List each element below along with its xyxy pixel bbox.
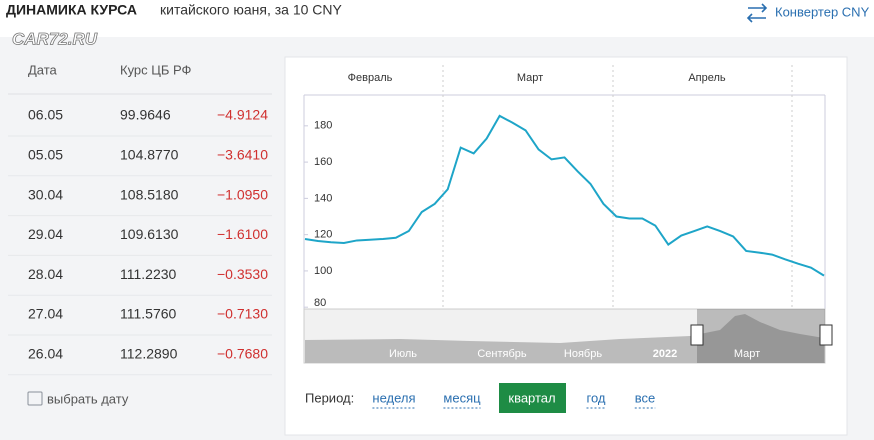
month-dividers <box>442 65 793 309</box>
navigator-label: Ноябрь <box>564 348 602 360</box>
date-cell: 26.04 <box>28 346 63 362</box>
rate-cell: 111.2230 <box>120 266 177 282</box>
y-tick-label: 160 <box>314 156 332 168</box>
date-cell: 06.05 <box>28 107 63 123</box>
date-cell: 30.04 <box>28 186 63 202</box>
rate-cell: 108.5180 <box>120 186 179 202</box>
navigator-label: Март <box>734 348 760 360</box>
month-label: Февраль <box>348 72 393 84</box>
active-period-bg[interactable] <box>499 383 566 413</box>
rate-cell: 111.5760 <box>120 306 177 322</box>
converter-icon[interactable] <box>746 3 768 23</box>
chart-card <box>284 56 848 436</box>
converter-link[interactable]: Конвертер CNY <box>775 4 870 19</box>
rate-line <box>304 114 825 277</box>
rate-cell: 109.6130 <box>120 226 179 242</box>
rate-cell: 104.8770 <box>120 147 179 163</box>
y-tick-label: 100 <box>314 265 332 277</box>
y-tick-label: 180 <box>314 120 332 132</box>
change-cell: −0.7680 <box>217 346 268 362</box>
month-label: Март <box>517 72 543 84</box>
date-cell: 05.05 <box>28 147 63 163</box>
period-option[interactable]: месяц <box>443 390 481 405</box>
change-cell: −1.6100 <box>217 226 268 242</box>
title-rest: китайского юаня, за 10 CNY <box>160 2 343 18</box>
period-option[interactable]: все <box>635 390 656 405</box>
change-cell: −3.6410 <box>217 147 268 163</box>
calendar-icon[interactable] <box>27 391 43 406</box>
date-cell: 28.04 <box>28 266 63 282</box>
period-label: Период: <box>305 390 354 405</box>
change-cell: −0.3530 <box>217 266 268 282</box>
change-cell: −1.0950 <box>217 186 268 202</box>
rate-cell: 99.9646 <box>120 107 171 123</box>
navigator-label: Сентябрь <box>477 348 527 360</box>
period-active[interactable]: квартал <box>508 390 555 405</box>
month-label: Апрель <box>688 72 726 84</box>
period-option[interactable]: неделя <box>372 390 415 405</box>
change-cell: −4.9124 <box>217 107 268 123</box>
y-tick-label: 140 <box>314 192 332 204</box>
navigator-area <box>305 314 824 363</box>
watermark: CAR72.RU <box>12 29 98 48</box>
navigator-handle[interactable] <box>819 324 833 346</box>
y-tick-label: 80 <box>314 297 326 309</box>
period-option[interactable]: год <box>587 390 606 405</box>
navigator-selection[interactable] <box>697 309 825 363</box>
navigator-handle[interactable] <box>690 324 704 346</box>
rate-cell: 112.2890 <box>120 346 178 362</box>
date-cell: 29.04 <box>28 226 63 242</box>
date-cell: 27.04 <box>28 306 63 322</box>
column-header: Курс ЦБ РФ <box>120 62 192 77</box>
pick-date-link[interactable]: выбрать дату <box>47 391 129 406</box>
navigator-label: 2022 <box>653 348 677 360</box>
y-tick-label: 120 <box>314 229 332 241</box>
change-cell: −0.7130 <box>217 306 268 322</box>
column-header: Дата <box>28 62 58 77</box>
title-bold: ДИНАМИКА КУРСА <box>6 2 137 18</box>
navigator-label: Июль <box>389 348 417 360</box>
